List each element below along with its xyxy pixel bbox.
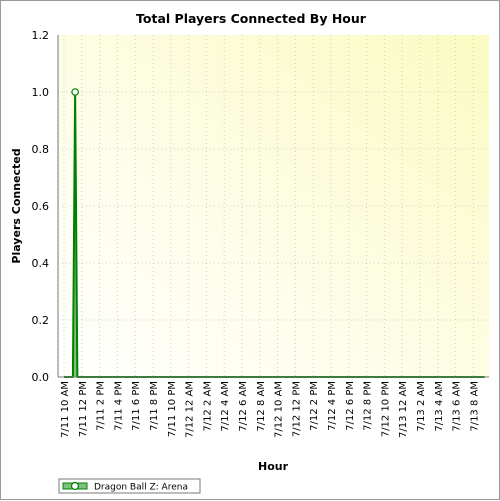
y-tick-label: 1.0 [32,86,50,99]
legend-box [58,478,201,494]
y-axis-title: Players Connected [10,148,23,263]
y-tick-label: 0.4 [32,257,50,270]
y-tick-label: 0.0 [32,371,50,384]
x-tick-label: 7/12 10 AM [274,381,285,438]
x-tick-label: 7/13 2 AM [416,381,427,432]
x-tick-label: 7/12 2 PM [309,381,320,431]
y-tick-label: 1.2 [32,29,50,42]
x-tick-labels: 7/11 10 AM 7/11 12 PM 7/11 2 PM 7/11 4 PM 7/… [60,381,480,438]
x-tick-label: 7/12 4 AM [220,381,231,432]
x-tick-label: 7/12 12 PM [291,381,302,437]
y-tick-label: 0.6 [32,200,50,213]
plot-area [58,35,489,377]
x-tick-label: 7/11 6 PM [131,381,142,431]
legend-marker [70,481,80,491]
x-tick-label: 7/12 8 PM [363,381,374,431]
legend-label: Dragon Ball Z: Arena [94,483,188,493]
x-tick-label: 7/11 2 PM [96,381,107,431]
data-point-marker [71,88,79,96]
chart-title: Total Players Connected By Hour [136,11,367,26]
x-tick-label: 7/11 12 PM [78,381,89,437]
x-tick-label: 7/12 12 AM [185,381,196,438]
x-tick-label: 7/13 4 AM [434,381,445,432]
x-tick-label: 7/12 6 AM [238,381,249,432]
x-tick-label: 7/12 4 PM [327,381,338,431]
x-tick-label: 7/11 8 PM [149,381,160,431]
x-tick-label: 7/11 4 PM [113,381,124,431]
y-tick-label: 0.2 [32,314,50,327]
x-axis-title: Hour [258,460,289,473]
x-tick-label: 7/12 10 PM [380,381,391,437]
x-tick-label: 7/13 8 AM [469,381,480,432]
x-tick-label: 7/13 12 AM [398,381,409,438]
x-tick-label: 7/12 6 PM [345,381,356,431]
x-tick-label: 7/12 2 AM [202,381,213,432]
x-tick-label: 7/11 10 PM [167,381,178,437]
x-tick-label: 7/11 10 AM [60,381,71,438]
y-tick-label: 0.8 [32,143,50,156]
legend: Dragon Ball Z: Arena [58,478,201,494]
x-tick-label: 7/13 6 AM [452,381,463,432]
x-tick-label: 7/12 8 AM [256,381,267,432]
grid [58,35,489,377]
y-tick-labels: 0.0 0.2 0.4 0.6 0.8 1.0 1.2 [32,29,50,384]
